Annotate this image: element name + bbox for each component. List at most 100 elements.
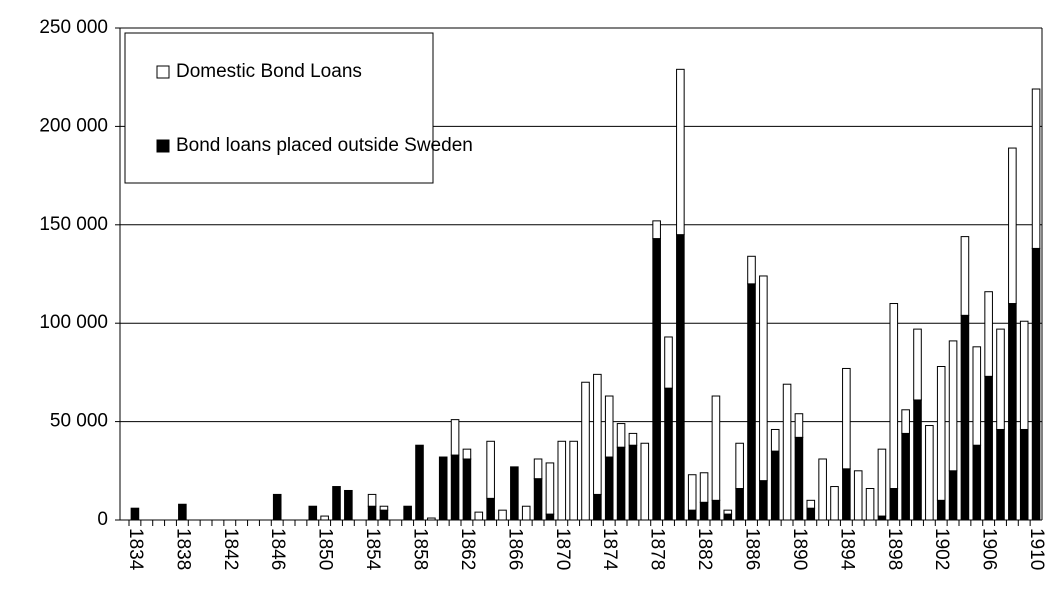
y-tick-label: 100 000 — [39, 312, 108, 333]
bar-segment — [652, 238, 661, 521]
bar-segment — [640, 442, 650, 521]
x-tick-label: 1838 — [172, 528, 193, 570]
bar-segment — [1008, 303, 1017, 521]
y-tick-label: 0 — [97, 509, 108, 530]
bar-segment — [178, 503, 187, 521]
bar-segment — [581, 381, 590, 521]
bar-segment — [320, 515, 329, 521]
bar-segment — [747, 255, 756, 285]
bar-segment — [984, 375, 993, 521]
bar-segment — [1031, 88, 1041, 249]
bar-segment — [545, 513, 555, 521]
bar-segment — [996, 328, 1005, 430]
legend-swatch — [156, 65, 170, 79]
x-tick-label: 1866 — [504, 528, 525, 570]
bar-segment — [806, 507, 816, 521]
bar-segment — [782, 383, 792, 521]
bar-segment — [498, 509, 507, 521]
bar-segment — [877, 515, 887, 521]
bar-segment — [818, 458, 827, 521]
bar-segment — [936, 499, 946, 521]
bar-segment — [427, 517, 436, 521]
bar-segment — [462, 458, 472, 521]
bar-segment — [913, 399, 922, 521]
bar-segment — [770, 428, 780, 452]
x-tick-label: 1854 — [362, 528, 383, 571]
bar-segment — [367, 493, 377, 507]
bar-segment — [711, 499, 721, 521]
bar-segment — [569, 440, 578, 521]
bar-segment — [747, 283, 756, 521]
bar-segment — [557, 440, 567, 521]
bar-segment — [842, 468, 851, 521]
bar-segment — [877, 448, 887, 517]
x-tick-label: 1834 — [125, 528, 146, 571]
bar-segment — [593, 373, 602, 495]
bar-segment — [628, 432, 638, 446]
bar-segment — [533, 458, 543, 480]
bar-segment — [759, 480, 768, 521]
bar-segment — [687, 474, 697, 511]
bar-segment — [462, 448, 472, 460]
bar-segment — [438, 456, 448, 521]
bar-segment — [948, 340, 958, 472]
bar-segment — [545, 462, 555, 515]
bar-segment — [1031, 247, 1041, 521]
bar-segment — [723, 513, 733, 521]
x-tick-label: 1890 — [789, 528, 810, 570]
bar-segment — [272, 493, 282, 521]
bar-segment — [735, 442, 744, 490]
bar-segment — [1019, 320, 1029, 430]
x-tick-label: 1882 — [694, 528, 715, 570]
x-tick-label: 1878 — [647, 528, 668, 570]
x-tick-label: 1894 — [836, 528, 857, 571]
bar-segment — [521, 505, 531, 521]
bar-segment — [972, 346, 982, 446]
bar-segment — [853, 470, 863, 521]
y-tick-label: 50 000 — [50, 411, 108, 432]
bar-segment — [332, 486, 341, 521]
bar-segment — [759, 275, 768, 482]
bar-segment — [130, 507, 140, 521]
bar-segment — [628, 444, 638, 521]
x-tick-label: 1850 — [315, 528, 336, 570]
x-tick-label: 1870 — [552, 528, 573, 570]
bar-segment — [996, 428, 1005, 521]
bar-segment — [652, 220, 661, 240]
y-tick-label: 150 000 — [39, 214, 108, 235]
x-tick-label: 1842 — [220, 528, 241, 570]
bar-segment — [604, 395, 614, 458]
y-tick-label: 200 000 — [39, 115, 108, 136]
x-tick-label: 1898 — [884, 528, 905, 570]
bar-segment — [901, 409, 910, 434]
x-tick-label: 1910 — [1026, 528, 1047, 570]
bar-segment — [474, 511, 484, 521]
bar-segment — [889, 303, 899, 490]
bar-segment — [486, 440, 495, 499]
bar-segment — [723, 509, 733, 515]
legend-label: Bond loans placed outside Sweden — [176, 135, 473, 156]
bar-segment — [936, 365, 946, 501]
bar-segment — [830, 486, 839, 521]
bar-segment — [415, 444, 424, 521]
x-tick-label: 1874 — [599, 528, 620, 571]
x-tick-label: 1886 — [741, 528, 762, 570]
legend-label: Domestic Bond Loans — [176, 61, 362, 82]
bar-segment — [1008, 147, 1017, 305]
bar-segment — [676, 234, 685, 521]
bar-segment — [735, 488, 744, 521]
bar-segment — [616, 423, 626, 448]
bar-segment — [344, 489, 353, 521]
bar-segment — [367, 505, 377, 521]
bar-segment — [794, 436, 804, 521]
bar-segment — [593, 493, 602, 521]
bar-segment — [604, 456, 614, 521]
bar-segment — [794, 413, 804, 438]
bar-segment — [972, 444, 982, 521]
bar-segment — [699, 501, 709, 521]
bar-segment — [486, 497, 495, 521]
bar-segment — [664, 336, 673, 389]
x-tick-label: 1862 — [457, 528, 478, 570]
bar-segment — [699, 472, 709, 503]
